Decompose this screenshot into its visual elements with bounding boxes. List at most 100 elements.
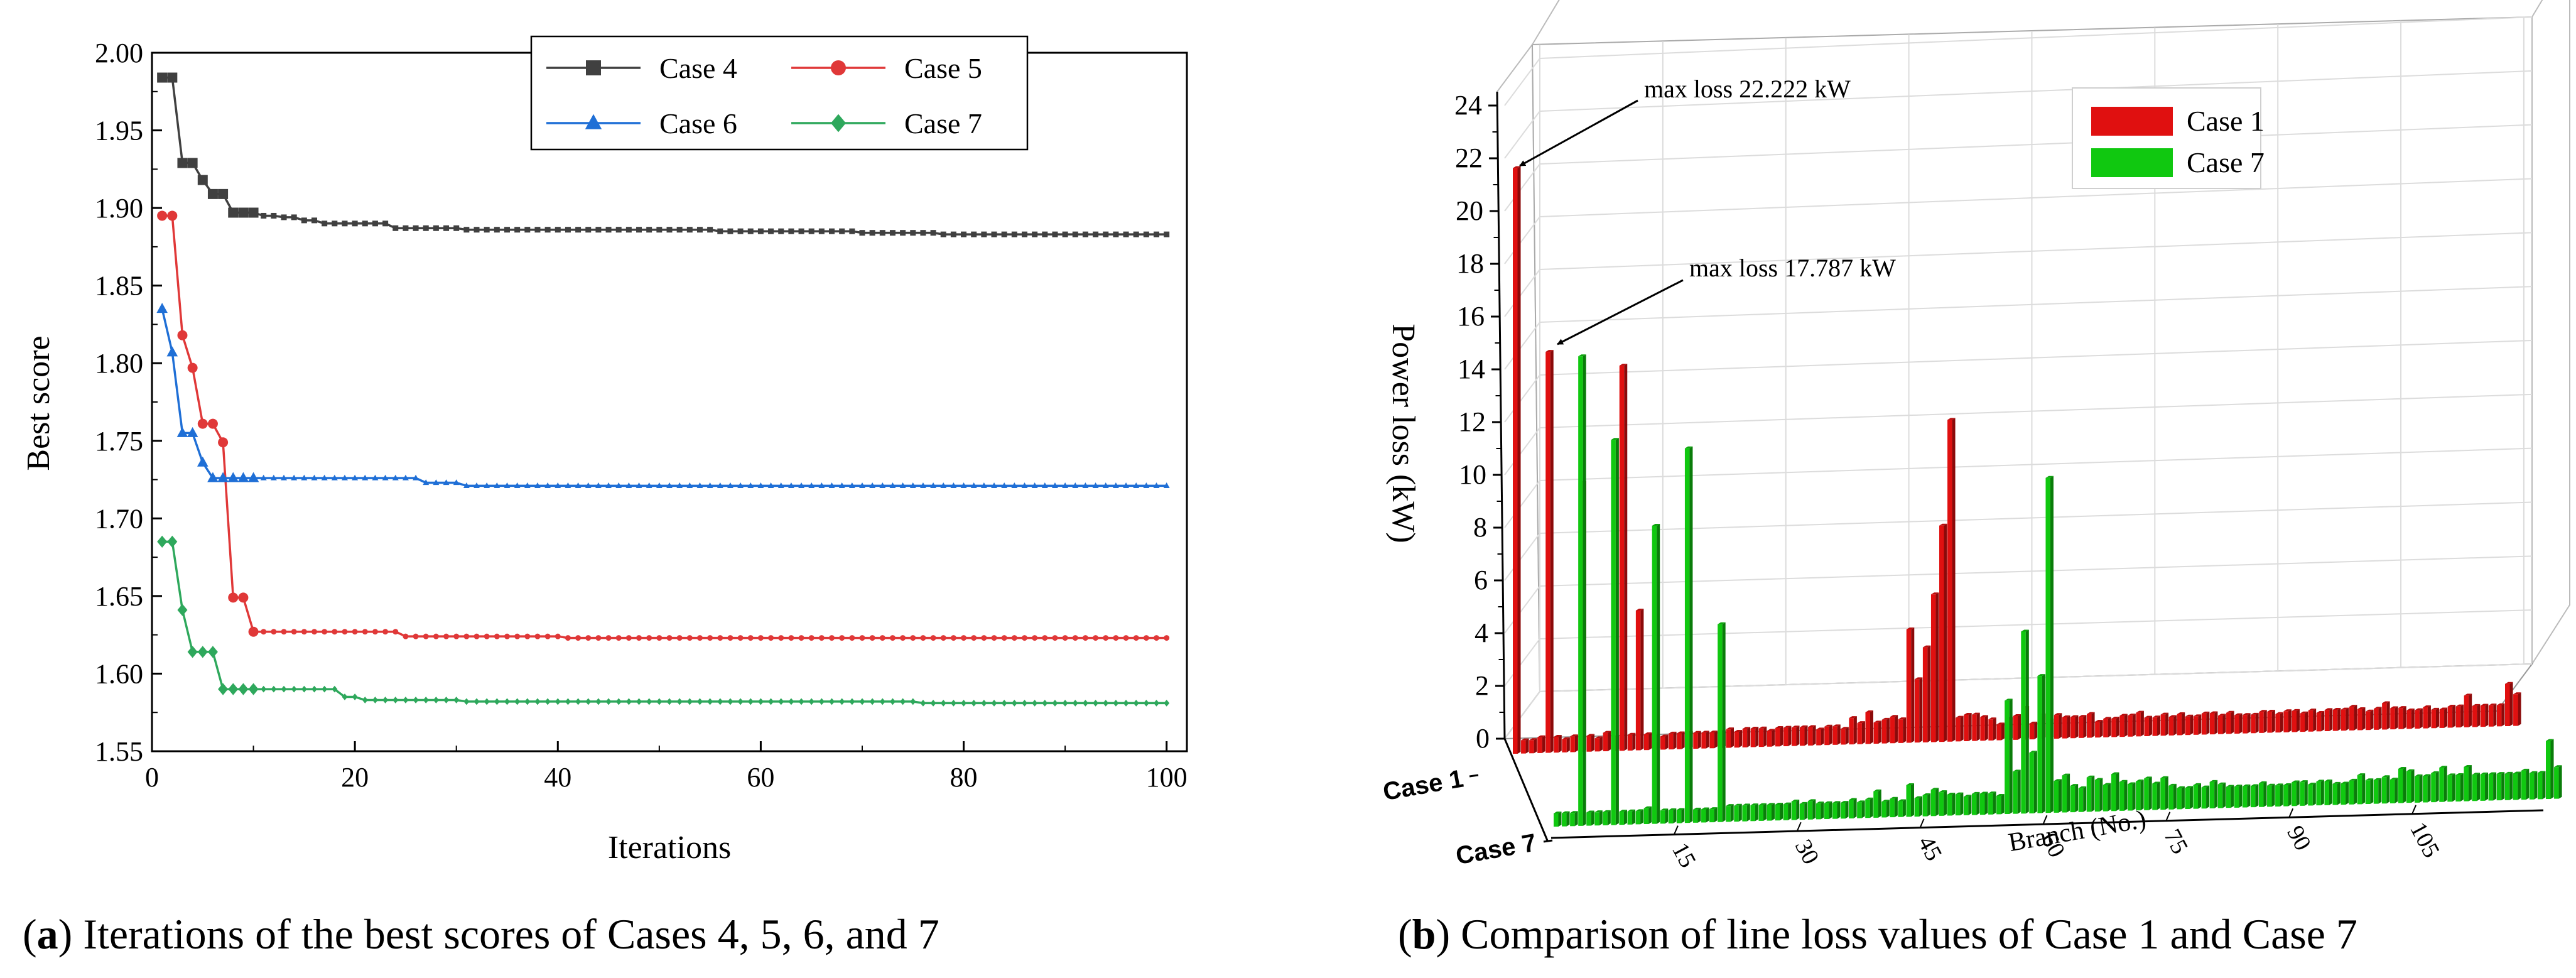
data-point bbox=[228, 683, 239, 695]
bar-top bbox=[2111, 772, 2119, 774]
bar-top bbox=[2152, 781, 2160, 784]
bar-front bbox=[2300, 713, 2305, 732]
bar-top bbox=[1841, 801, 1849, 803]
data-point bbox=[494, 633, 500, 639]
bar-front bbox=[2332, 710, 2338, 731]
bar-top bbox=[2209, 780, 2218, 782]
data-point bbox=[157, 535, 168, 548]
bar-top bbox=[1914, 796, 1923, 798]
bar-top bbox=[2390, 706, 2398, 709]
bar bbox=[1841, 801, 1849, 819]
data-point bbox=[1123, 699, 1129, 707]
bar-top bbox=[1578, 354, 1586, 357]
bar-top bbox=[2415, 708, 2423, 710]
legend-a-label: Case 5 bbox=[904, 52, 982, 84]
legend-b-label-case7: Case 7 bbox=[2187, 146, 2265, 178]
bar-top bbox=[2505, 682, 2513, 684]
bar-side bbox=[2378, 778, 2382, 804]
data-point bbox=[1123, 635, 1129, 641]
bar bbox=[1816, 801, 1824, 820]
bar bbox=[1660, 734, 1669, 750]
bar-top bbox=[1709, 731, 1718, 733]
bar-side bbox=[2452, 773, 2455, 802]
data-point bbox=[382, 220, 389, 227]
data-point bbox=[869, 230, 875, 236]
bar-side bbox=[1837, 801, 1841, 819]
bar bbox=[2390, 706, 2398, 730]
bar-top bbox=[2308, 782, 2316, 785]
bar-top bbox=[1980, 715, 1988, 717]
data-point bbox=[524, 227, 531, 233]
data-point bbox=[777, 482, 784, 489]
data-point bbox=[1032, 635, 1038, 641]
bar-top bbox=[1783, 725, 1792, 728]
bar-side bbox=[1812, 799, 1816, 820]
data-point bbox=[778, 698, 784, 705]
bar-front bbox=[1906, 785, 1911, 817]
bar-front bbox=[2226, 786, 2231, 808]
a-series bbox=[156, 72, 1170, 707]
data-point bbox=[392, 629, 399, 635]
bar-front bbox=[1709, 732, 1714, 749]
data-point bbox=[474, 633, 480, 639]
bar-side bbox=[2083, 786, 2087, 812]
data-point bbox=[798, 635, 804, 641]
bar-side bbox=[2485, 704, 2489, 727]
bar-side bbox=[1763, 726, 1767, 747]
bar-top bbox=[1594, 736, 1603, 739]
bar-side bbox=[2099, 719, 2103, 738]
bar-front bbox=[1824, 726, 1829, 746]
data-point bbox=[248, 683, 259, 695]
bar-side bbox=[2362, 707, 2366, 731]
bar bbox=[2177, 786, 2185, 810]
bar-top bbox=[1742, 727, 1751, 729]
bar bbox=[1676, 808, 1685, 823]
branch-tick-b bbox=[2165, 812, 2171, 822]
bar-front bbox=[2234, 715, 2239, 734]
data-point bbox=[981, 699, 987, 707]
bar-side bbox=[2001, 722, 2005, 741]
bar bbox=[1734, 803, 1742, 822]
bar-top bbox=[1676, 808, 1685, 810]
bar-front bbox=[1955, 794, 1961, 816]
bar-side bbox=[2190, 714, 2194, 736]
bar-side bbox=[2280, 712, 2283, 733]
bar bbox=[2439, 766, 2447, 802]
bar-side bbox=[2542, 771, 2546, 800]
bar-front bbox=[2357, 775, 2362, 805]
bar bbox=[1808, 725, 1816, 746]
bar-front bbox=[1676, 810, 1682, 823]
back-gridline bbox=[1539, 124, 2533, 165]
bar-front bbox=[2054, 781, 2059, 813]
bar-front bbox=[2234, 786, 2239, 808]
data-point bbox=[176, 427, 188, 437]
bar-top bbox=[2160, 712, 2169, 715]
x-tick-label-a: 40 bbox=[544, 762, 571, 793]
bar-front bbox=[2078, 717, 2084, 738]
bar-side bbox=[1763, 803, 1767, 821]
bar-top bbox=[2193, 714, 2202, 717]
bar bbox=[1955, 792, 1964, 816]
data-point bbox=[1042, 635, 1048, 641]
bar-front bbox=[1791, 727, 1797, 746]
bar-top bbox=[2472, 704, 2481, 706]
bar-side bbox=[2009, 698, 2013, 814]
bar-top bbox=[1586, 734, 1595, 736]
bar-front bbox=[1988, 793, 1993, 815]
bar-side bbox=[2509, 682, 2513, 726]
data-point bbox=[1123, 231, 1129, 237]
bar bbox=[1603, 810, 1611, 825]
data-point bbox=[1011, 482, 1018, 489]
bar-front bbox=[2546, 741, 2551, 799]
bar bbox=[2349, 778, 2357, 805]
bar-side bbox=[2329, 708, 2333, 731]
bar-front bbox=[1799, 803, 1805, 820]
data-point bbox=[1052, 699, 1058, 707]
bar-front bbox=[2415, 710, 2420, 729]
bar-side bbox=[1911, 627, 1915, 743]
data-point bbox=[544, 482, 551, 489]
data-point bbox=[514, 227, 521, 233]
bar-side bbox=[1525, 738, 1529, 754]
bar-side bbox=[1927, 793, 1931, 817]
bar-top bbox=[1586, 810, 1594, 813]
